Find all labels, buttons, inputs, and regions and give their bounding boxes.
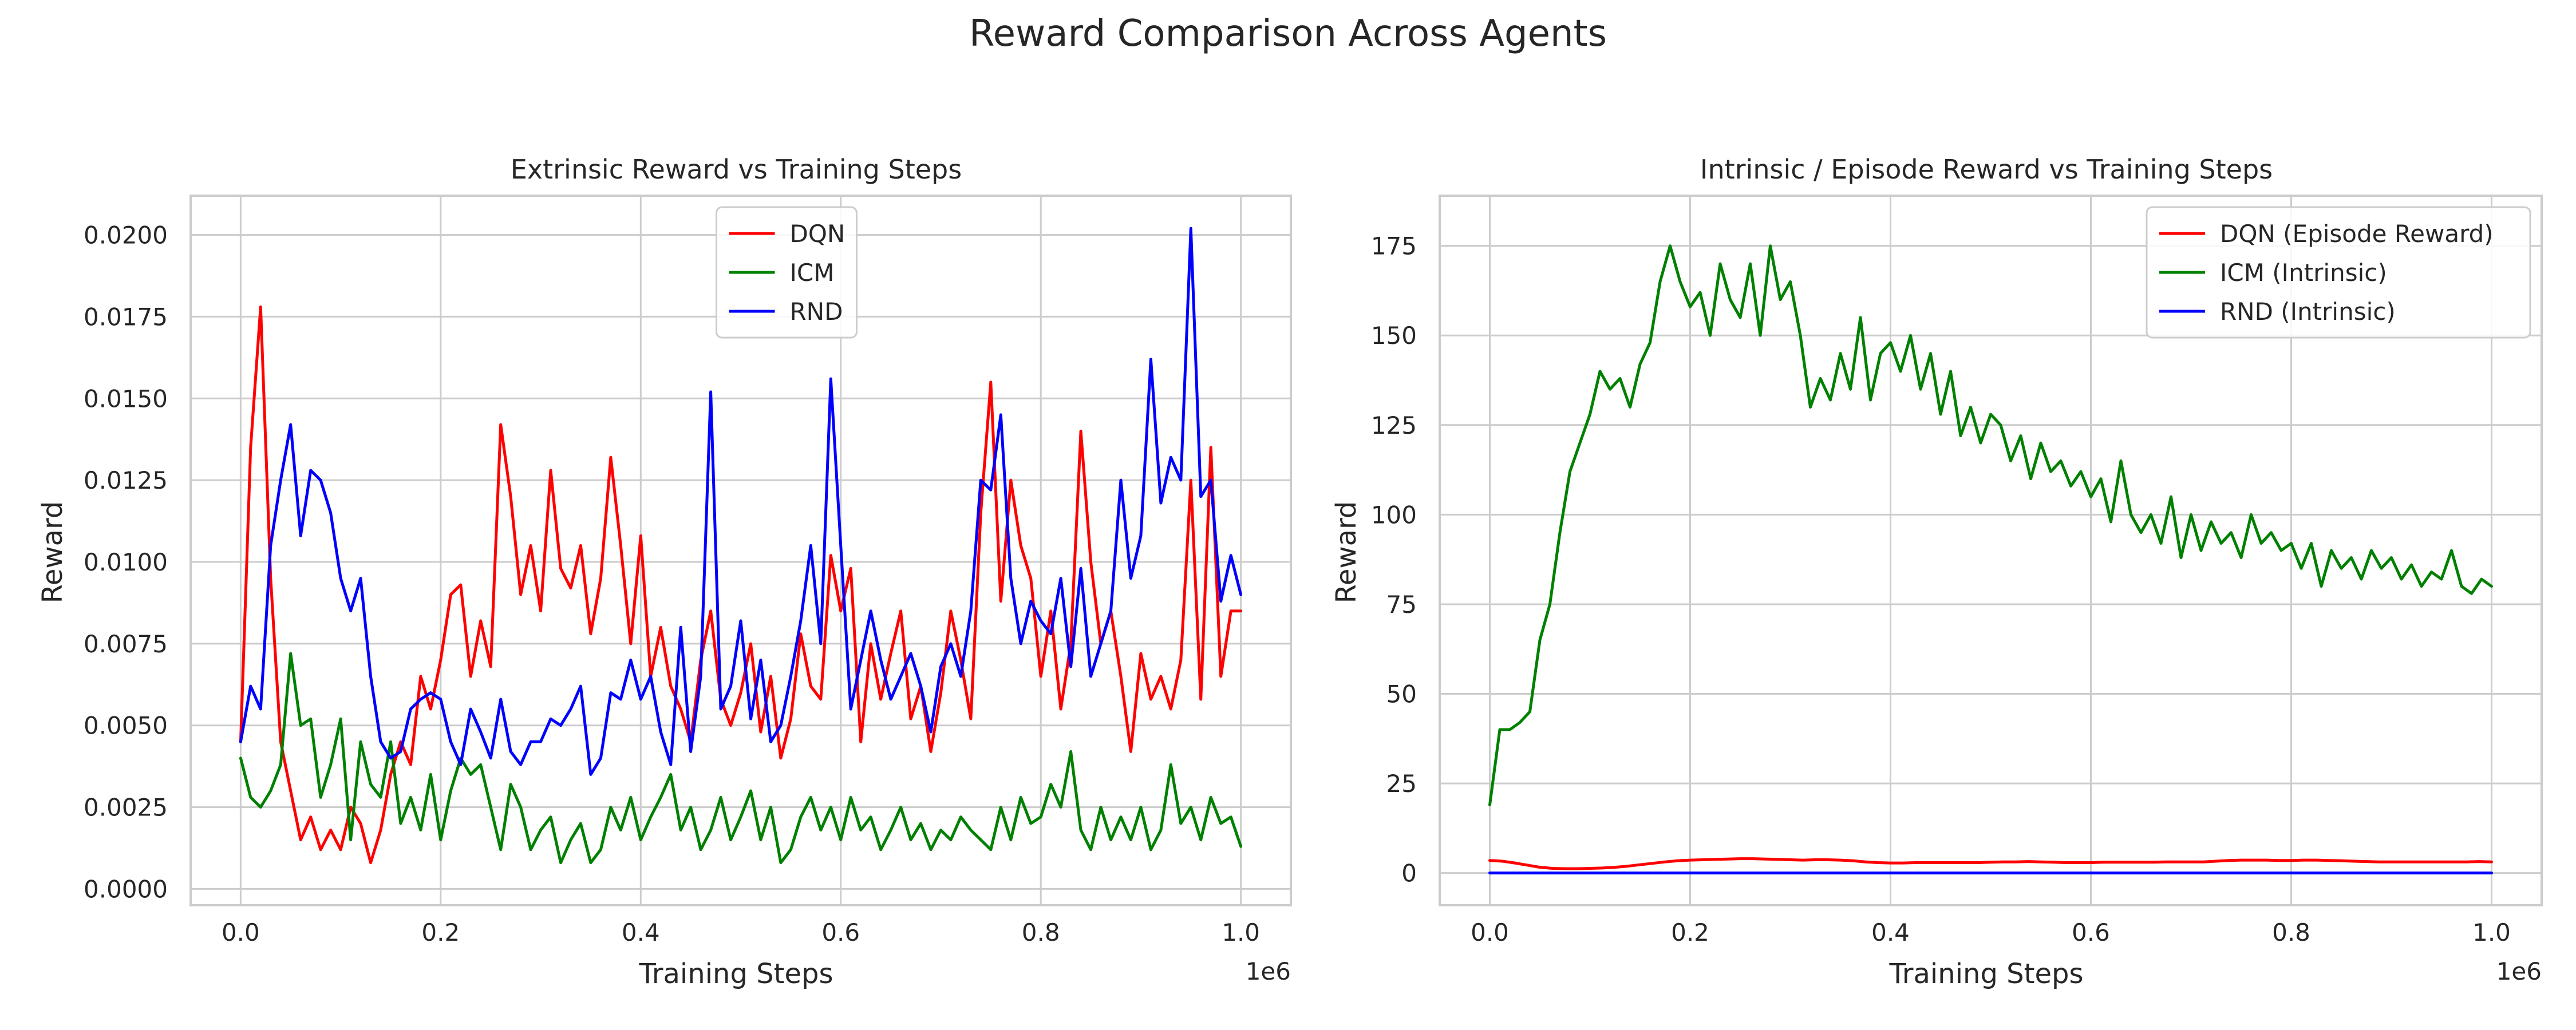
left-chart: Extrinsic Reward vs Training Steps Train… [37, 154, 1292, 990]
right-chart: Intrinsic / Episode Reward vs Training S… [1330, 154, 2543, 990]
left-chart-legend-label: RND [790, 298, 843, 326]
right-chart-y-tick-label: 0 [1401, 859, 1417, 888]
left-chart-y-tick-label: 0.0100 [84, 548, 168, 576]
right-chart-y-tick-label: 50 [1386, 680, 1417, 708]
left-chart-y-tick-label: 0.0200 [84, 221, 168, 249]
right-chart-x-tick-label: 0.2 [1671, 918, 1709, 946]
left-chart-y-tick-label: 0.0000 [84, 875, 168, 903]
right-chart-y-tick-label: 175 [1371, 232, 1417, 260]
right-chart-y-tick-label: 25 [1386, 770, 1417, 798]
left-chart-series [239, 227, 1243, 865]
left-chart-legend: DQN ICM RND [716, 206, 858, 339]
right-chart-xlabel: Training Steps [1889, 958, 2084, 990]
left-chart-y-tick-label: 0.0125 [84, 466, 168, 494]
left-chart-title: Extrinsic Reward vs Training Steps [511, 154, 962, 185]
right-chart-y-tick-label: 125 [1371, 411, 1417, 439]
left-chart-x-offset: 1e6 [1246, 957, 1291, 985]
left-chart-x-tick-label: 0.8 [1022, 918, 1060, 946]
left-chart-y-tick-label: 0.0150 [84, 385, 168, 413]
right-chart-title: Intrinsic / Episode Reward vs Training S… [1700, 154, 2273, 185]
right-chart-legend-label: DQN (Episode Reward) [2220, 220, 2494, 248]
right-chart-x-tick-label: 0.8 [2272, 918, 2310, 946]
right-chart-y-tick-label: 75 [1386, 591, 1417, 619]
left-chart-frame [189, 195, 1292, 906]
right-chart-legend: DQN (Episode Reward) ICM (Intrinsic) RND (… [2146, 206, 2531, 339]
left-chart-y-tick-label: 0.0175 [84, 303, 168, 331]
right-chart-legend-label: RND (Intrinsic) [2220, 298, 2396, 326]
left-chart-x-tick-label: 1.0 [1222, 918, 1260, 946]
left-chart-xlabel: Training Steps [639, 958, 833, 990]
left-chart-x-tick-label: 0.2 [421, 918, 460, 946]
right-chart-x-tick-label: 0.4 [1871, 918, 1910, 946]
right-chart-x-offset: 1e6 [2496, 957, 2542, 985]
right-chart-series [1488, 244, 2493, 875]
left-chart-x-tick-label: 0.4 [622, 918, 660, 946]
right-chart-x-tick-label: 0.6 [2072, 918, 2110, 946]
right-chart-line-icm-intrinsic [1488, 244, 2493, 807]
left-chart-x-tick-label: 0.0 [222, 918, 260, 946]
right-chart-x-tick-label: 0.0 [1471, 918, 1509, 946]
left-chart-legend-label: ICM [790, 259, 835, 287]
figure-suptitle: Reward Comparison Across Agents [969, 13, 1607, 55]
left-chart-line-icm [239, 652, 1243, 865]
left-chart-legend-box [716, 206, 858, 339]
left-chart-ylabel: Reward [37, 501, 69, 604]
right-chart-x-tick-label: 1.0 [2472, 918, 2511, 946]
left-chart-y-tick-label: 0.0025 [84, 794, 168, 822]
right-chart-legend-box [2146, 206, 2531, 339]
left-chart-y-tick-label: 0.0050 [84, 712, 168, 740]
left-chart-x-tick-label: 0.6 [821, 918, 860, 946]
right-chart-line-dqn-episode-reward [1488, 857, 2493, 870]
right-chart-frame [1439, 195, 2543, 906]
left-chart-line-rnd [239, 227, 1243, 776]
left-chart-line-dqn [239, 305, 1243, 865]
left-chart-y-tick-label: 0.0075 [84, 630, 168, 658]
right-chart-y-tick-label: 100 [1371, 501, 1417, 529]
right-chart-ylabel: Reward [1330, 501, 1362, 604]
right-chart-legend-label: ICM (Intrinsic) [2220, 259, 2387, 287]
left-chart-legend-label: DQN [790, 220, 846, 248]
right-chart-y-tick-label: 150 [1371, 322, 1417, 350]
